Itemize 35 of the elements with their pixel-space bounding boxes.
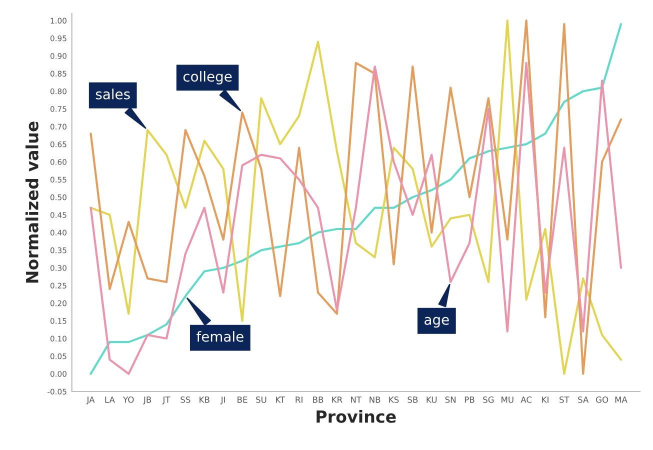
x-axis-title: Province [316,410,396,423]
x-tick-label: BE [238,396,248,403]
x-tick-label: RI [296,396,302,403]
x-tick-label: KS [389,396,399,403]
x-tick-label: BB [313,396,324,403]
annotation: college [183,70,232,84]
x-tick-label: NB [370,396,380,403]
x-tick-label: JI [220,396,225,404]
x-tick-label: KT [276,396,286,403]
x-tick-label: SN [445,396,456,403]
x-tick-label: SA [578,396,589,403]
x-tick-label: AC [520,396,532,403]
x-tick-label: SU [256,396,266,403]
x-tick-label: KR [332,396,342,403]
x-tick-label: JB [143,396,152,404]
x-tick-label: PB [464,396,474,403]
x-tick-label: YO [123,396,134,403]
x-tick-label: LA [105,396,115,403]
x-tick-label: MU [502,396,514,403]
y-axis-title: Normalized value [26,122,38,283]
x-tick-label: JT [162,396,170,404]
x-tick-label: SG [483,396,494,403]
x-tick-label: KB [200,396,210,403]
x-tick-label: JA [86,396,95,404]
x-tick-label: ST [560,396,570,403]
annotation: sales [96,88,130,100]
x-tick-label: KU [426,396,437,403]
x-tick-label: SS [180,396,190,403]
annotation: age [424,316,449,328]
x-tick-label: KI [542,396,548,403]
x-tick-label: SB [408,396,418,403]
annotation: female [196,331,244,342]
x-tick-label: GO [596,396,608,403]
x-tick-label: MA [615,396,628,403]
x-tick-label: NT [351,396,362,403]
